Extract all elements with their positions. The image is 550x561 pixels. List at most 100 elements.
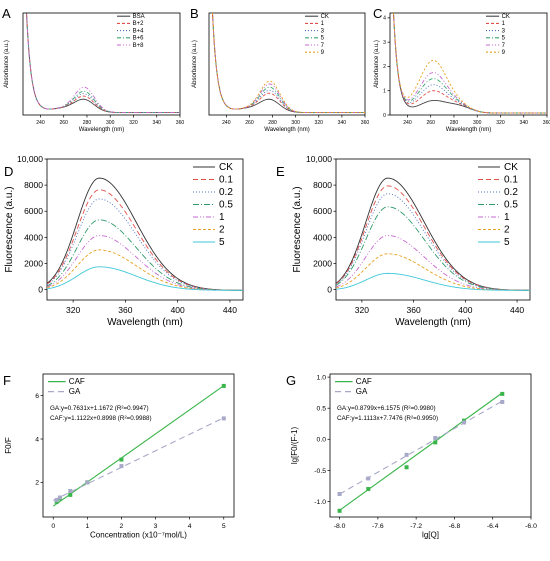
data-point [85,480,90,485]
y-tick-label: -0.5 [314,468,326,475]
data-point [58,495,63,500]
y-axis-label: lg[F0/(F-1) [290,427,299,465]
legend-label: 1 [504,212,510,223]
panel-letter: A [2,6,11,21]
equation-label: CAF:y=1.1113x+7.7476 (R²=0.9950) [337,415,438,422]
y-tick-label: 6 [35,393,39,400]
data-point [404,465,409,470]
x-tick-label: 3 [154,523,158,530]
series-line-4 [26,13,180,114]
legend-label: CK [502,14,510,20]
y-tick-label: 2000 [313,258,332,268]
series-line-1 [26,13,180,114]
x-tick-label: 240 [403,120,412,126]
x-tick-label: -6.4 [487,523,499,530]
plot-frame [208,12,366,116]
x-tick-label: 320 [66,305,80,315]
x-axis-label: Concentration (x10⁻⁷mol/L) [90,530,187,539]
x-tick-label: 320 [355,305,369,315]
panel-f-stern-volmer: F 0 1 2 3 4 5 2 4 6 Concentration (x10⁻⁷mol/L) F0/F… [3,373,235,539]
x-tick-label: 360 [361,120,370,126]
legend-label: 0.2 [504,187,518,198]
plot-frame [335,158,531,301]
x-tick-label: 1 [85,523,89,530]
x-tick-label: 2 [120,523,124,530]
x-tick-label: -6.8 [449,523,461,530]
panel-letter: C [373,6,382,21]
legend-label: GA [356,387,368,396]
legend-label: 0.1 [504,175,518,186]
series-line-0 [26,13,180,114]
series-line-6 [336,272,530,291]
x-tick-label: 360 [543,120,550,126]
x-tick-label: 4 [188,523,192,530]
series-line-2 [212,13,365,114]
series-line-5 [47,249,243,291]
x-tick-label: 240 [36,120,45,126]
legend-label: 7 [321,43,325,49]
series-line-2 [26,13,180,114]
y-axis-label: Fluorescence (a.u.) [292,186,303,272]
panel-letter: B [190,6,199,21]
legend-label: B+2 [133,21,145,27]
x-tick-label: 320 [315,120,324,126]
x-tick-label: 320 [129,120,138,126]
x-tick-label: 300 [473,120,482,126]
y-tick-label: -1.0 [314,499,326,506]
legend-label: 0.5 [219,200,233,211]
legend-label: CK [219,162,233,173]
legend-label: 5 [219,237,225,248]
x-tick-label: 260 [59,120,68,126]
y-axis-label: Absorbance (a.u.) [4,40,10,88]
y-tick-label: 0 [38,285,43,295]
data-point [500,399,505,404]
legend-label: 0.5 [504,200,518,211]
x-axis-label: Wavelength (nm) [446,127,491,133]
series-line-0 [393,13,547,114]
x-tick-label: 0 [51,523,55,530]
data-point [68,489,73,493]
x-tick-label: -8.0 [334,523,346,530]
x-axis-label: Wavelength (nm) [264,127,309,133]
panel-c-absorbance-caf: C 240 260 280 300 320 340 360 0 1 2 3 4 Wavelength (n… [373,6,550,133]
plot-frame [46,158,244,301]
plot-frame [42,373,235,518]
x-tick-label: 280 [83,120,92,126]
x-axis-label: Wavelength (nm) [395,317,471,328]
equation-label: GA:y=0.8799x+6.1575 (R²=0.9980) [337,405,436,412]
x-tick-label: 260 [245,120,254,126]
plot-frame [22,12,181,116]
y-tick-label: 4000 [313,232,332,242]
x-tick-label: 5 [222,523,226,530]
legend-label: 0.1 [219,175,233,186]
series-line-1 [336,185,530,291]
y-tick-label: 4 [383,16,386,22]
y-tick-label: 10,000 [306,154,332,164]
y-tick-label: 1.0 [317,375,327,382]
legend-label: 2 [219,225,225,236]
legend-label: CAF [69,377,85,386]
y-tick-label: 0 [383,113,386,119]
panel-letter: G [286,373,296,388]
data-point [404,452,409,457]
panel-a-absorbance-bsa: A 240 260 280 300 320 340 360 Wavelength (nm) Abs… [2,6,184,133]
data-point [366,487,371,492]
x-tick-label: 280 [268,120,277,126]
legend-label: 1 [219,212,225,223]
data-point [221,416,226,421]
legend-label: 7 [502,43,506,49]
legend-label: CAF [356,377,372,386]
panel-e-fluorescence-caf: E 320 360 400 440 0 2000 4000 6000 8000 10,000 Wave… [276,154,531,328]
series-line-3 [212,13,365,114]
y-tick-label: 8000 [313,180,332,190]
series-line-2 [393,13,547,114]
x-tick-label: -7.2 [410,523,422,530]
panel-g-double-log: G -8.0 -7.6 -7.2 -6.8 -6.4 -6.0 -1.0 -0.5 0.0 0.5 1… [286,373,537,539]
panel-d-fluorescence-ga: D 320 360 400 440 0 2000 4000 6000 8000 10,000 Wave… [4,154,244,328]
series-line-1 [47,189,243,291]
data-point [54,498,59,503]
panel-letter: E [276,164,285,179]
data-point [337,508,342,513]
y-tick-label: 6000 [313,206,332,216]
